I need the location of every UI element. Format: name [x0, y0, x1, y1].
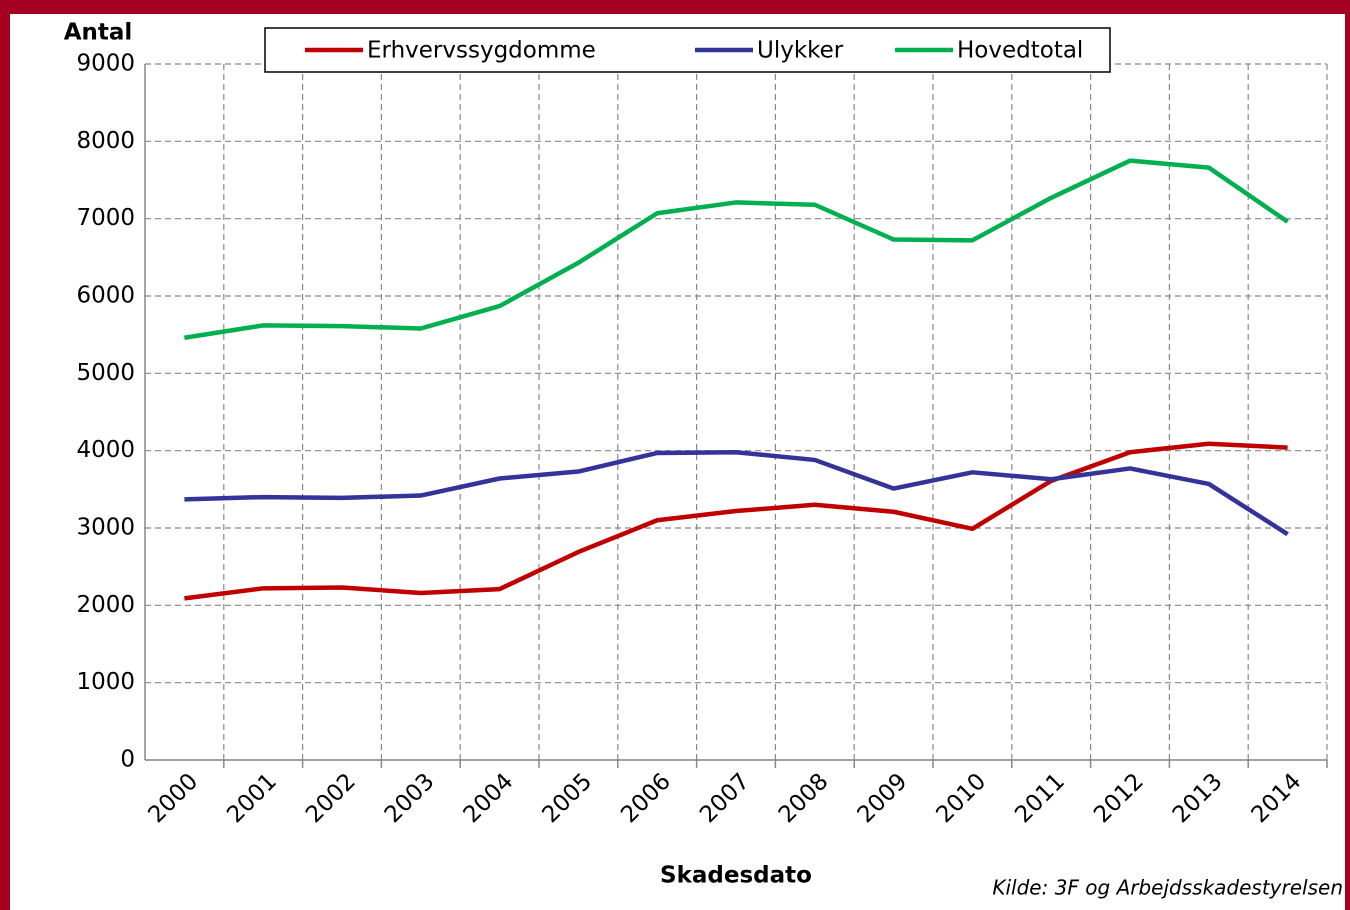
frame-right: [1345, 0, 1350, 910]
y-tick-label: 6000: [76, 283, 135, 309]
series-line: [184, 449, 1289, 537]
legend-box: [264, 27, 1111, 73]
y-tick-label: 3000: [76, 515, 135, 541]
x-tick-label: 2003: [380, 768, 440, 828]
x-tick-label: 2007: [695, 768, 755, 828]
series-line: [184, 158, 1289, 340]
x-tick-label: 2012: [1089, 768, 1149, 828]
x-tick-label: 2013: [1168, 768, 1228, 828]
source-note: Kilde: 3F og Arbejdsskadestyrelsen: [992, 876, 1343, 900]
x-tick-label: 2004: [459, 768, 519, 828]
x-tick-label: 2014: [1247, 768, 1307, 828]
legend-label: Ulykker: [757, 38, 844, 64]
y-tick-label: 2000: [76, 592, 135, 618]
legend-label: Erhvervssygdomme: [367, 38, 596, 64]
series-line: [184, 441, 1288, 601]
y-axis-label: Antal: [64, 20, 133, 46]
x-tick-label: 2006: [616, 768, 676, 828]
x-tick-label: 2008: [774, 768, 834, 828]
frame-left: [0, 0, 10, 910]
x-tick-label: 2002: [301, 768, 361, 828]
x-axis-label: Skadesdato: [660, 863, 812, 889]
y-tick-label: 0: [120, 747, 135, 773]
y-tick-label: 9000: [76, 51, 135, 77]
x-tick-label: 2000: [143, 768, 203, 828]
x-tick-label: 2010: [931, 768, 991, 828]
x-tick-label: 2011: [1010, 768, 1070, 828]
x-tick-label: 2009: [853, 768, 913, 828]
y-tick-label: 1000: [76, 669, 135, 695]
y-tick-label: 8000: [76, 128, 135, 154]
y-tick-label: 7000: [76, 205, 135, 231]
title-band: [0, 0, 1350, 14]
y-tick-label: 4000: [76, 437, 135, 463]
x-tick-label: 2001: [222, 768, 282, 828]
y-tick-label: 5000: [76, 360, 135, 386]
legend-label: Hovedtotal: [957, 38, 1083, 64]
x-tick-label: 2005: [537, 768, 597, 828]
